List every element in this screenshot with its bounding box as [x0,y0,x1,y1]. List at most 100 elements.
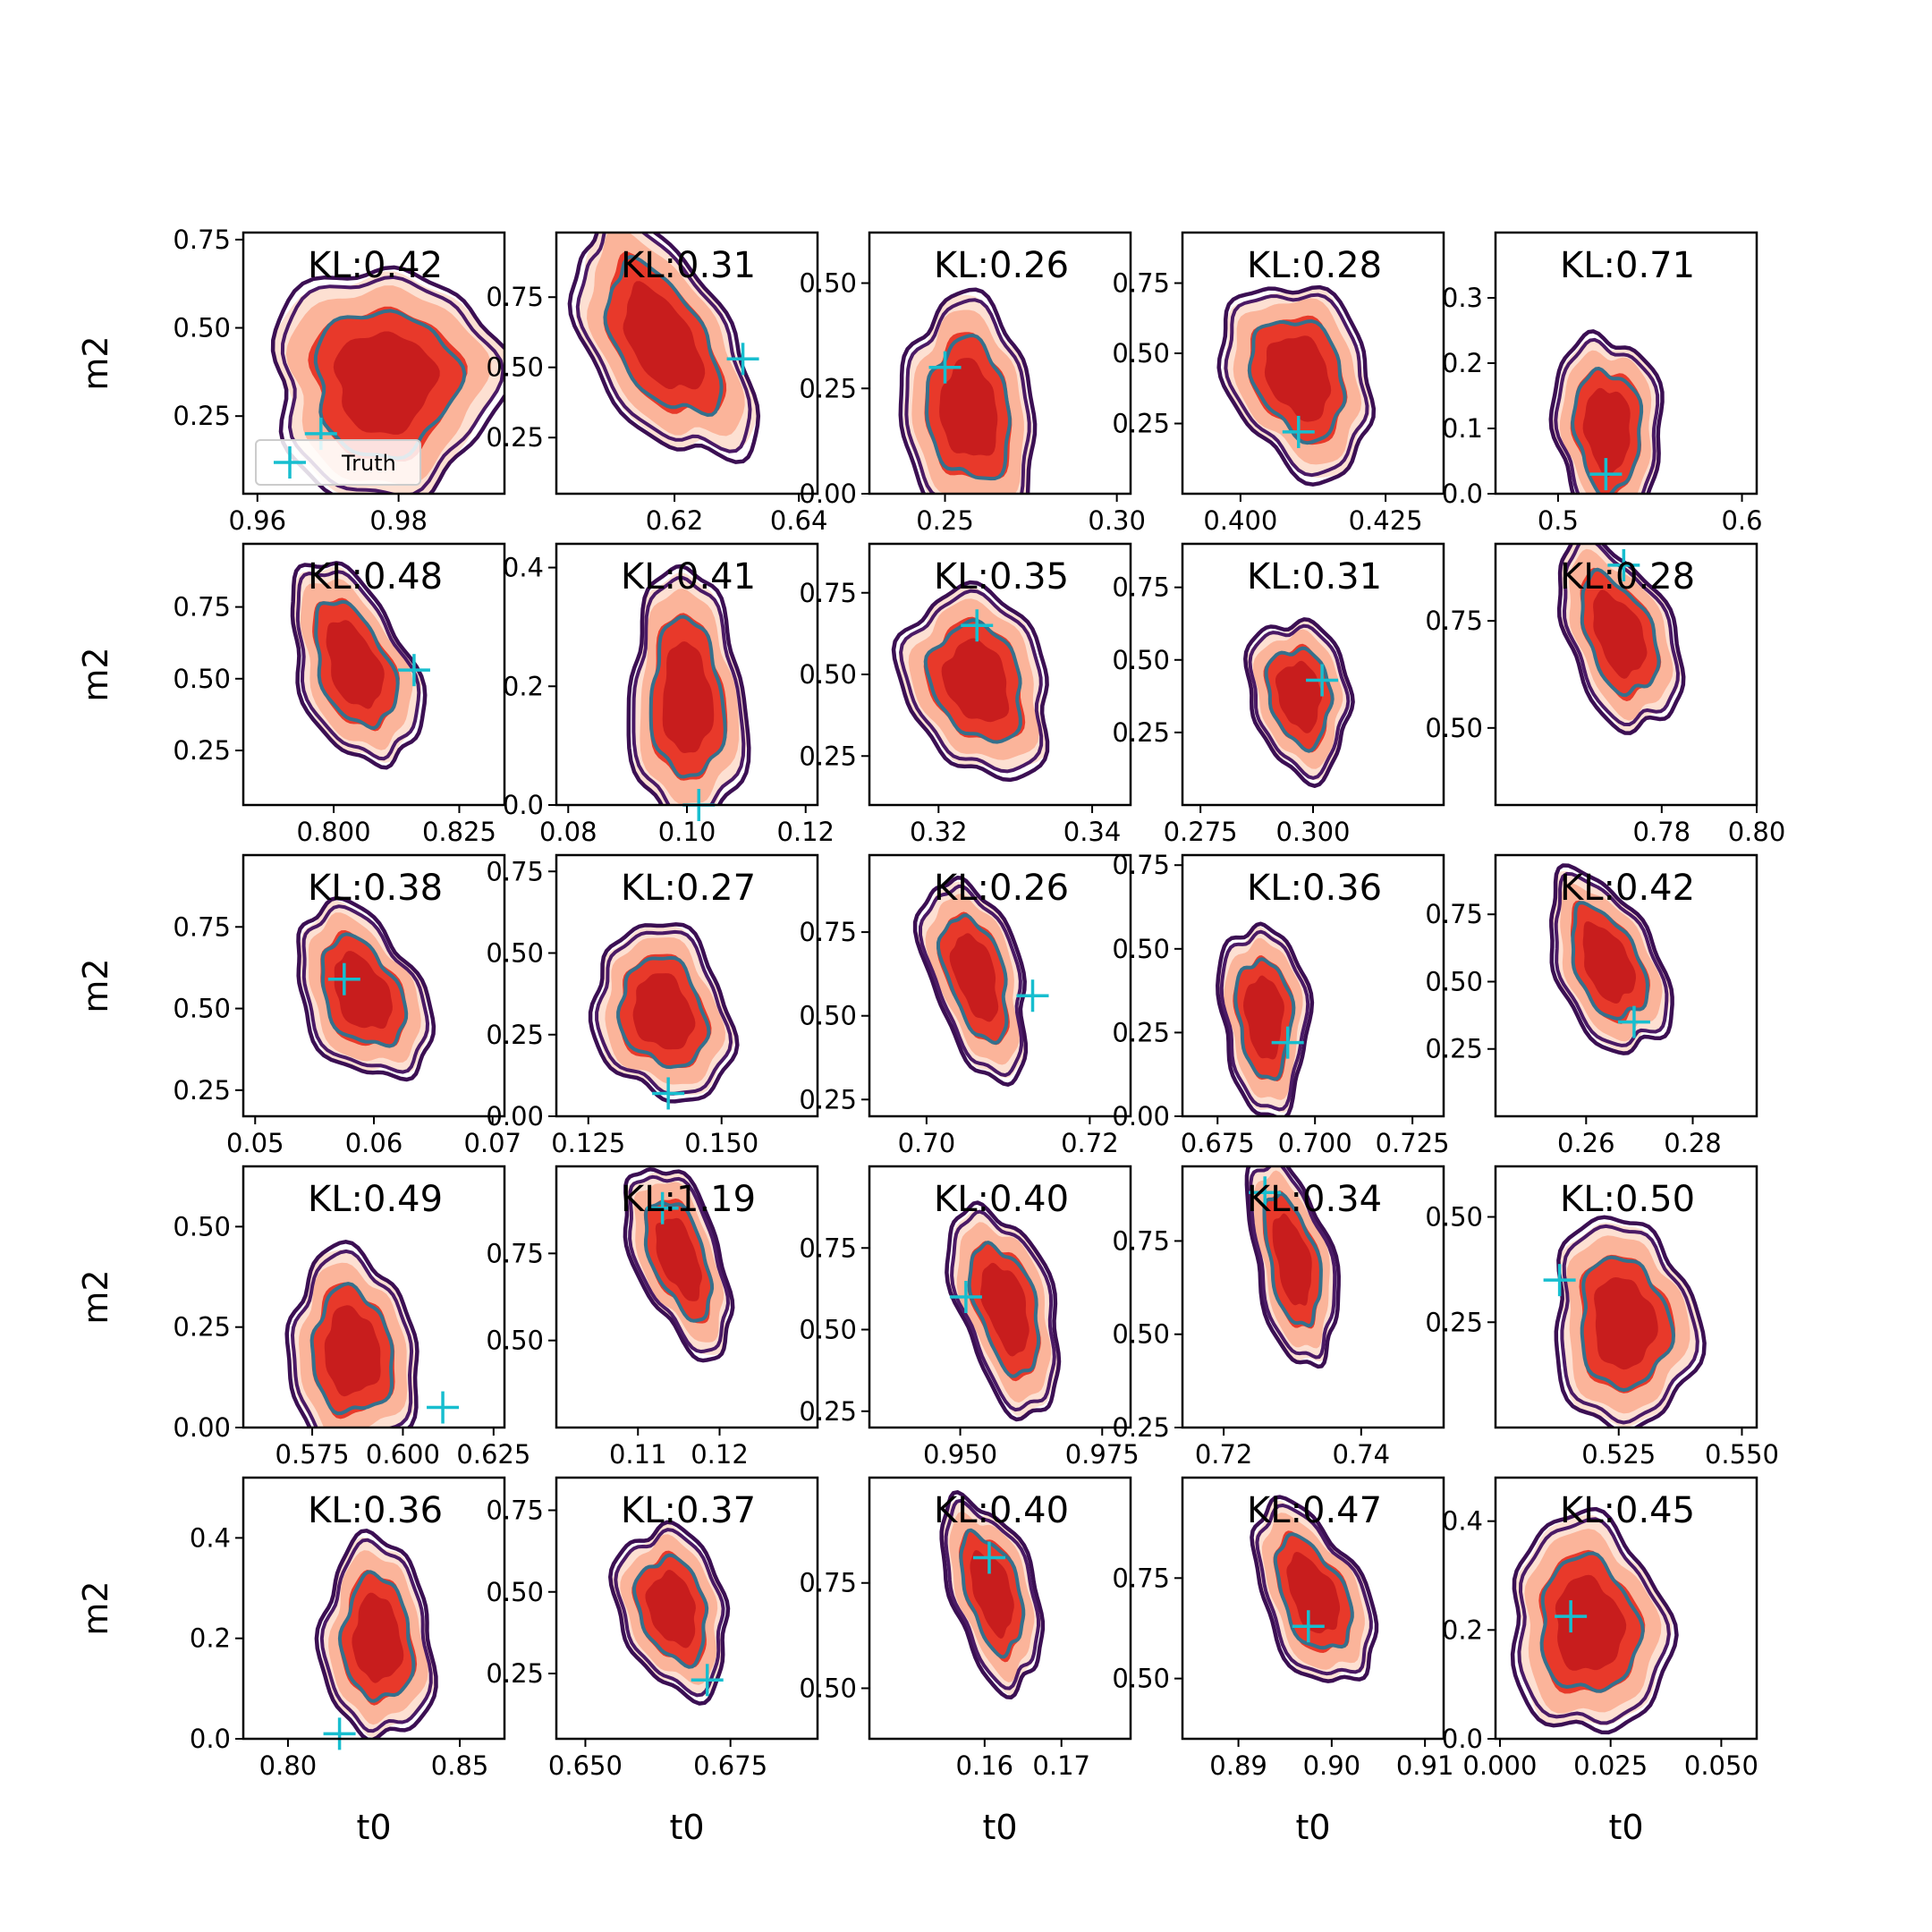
contour-inner [603,255,724,417]
contour-mid [1554,871,1669,1047]
truth-marker [949,1281,982,1313]
x-tick-label: 0.96 [228,505,286,536]
contour-mid [899,589,1044,774]
y-tick-label: 0.50 [1112,338,1170,369]
panel-frame [1494,542,1758,807]
x-tick-label: 0.625 [456,1439,530,1470]
kl-annotation: KL:0.38 [308,868,443,909]
x-tick-label: 0.675 [693,1750,767,1781]
contour-inner [1539,1551,1645,1693]
y-tick-label: 0.0 [1442,479,1483,509]
x-tick-label: 0.600 [366,1439,440,1470]
panel-frame [1181,1165,1445,1429]
x-tick-label: 0.550 [1705,1439,1779,1470]
contour-mid [1554,337,1660,494]
density-fill-core [623,281,706,390]
y-tick-label: 0.25 [173,401,231,431]
y-tick-label: 0.50 [486,938,544,969]
truth-marker [1589,458,1623,491]
legend: Truth [255,439,421,486]
y-tick-label: 0.50 [799,1673,857,1703]
x-axis-label: t0 [982,1808,1017,1847]
contour-inner [616,955,711,1070]
contour-outer [891,580,1050,783]
y-tick-label: 0.50 [799,1315,857,1345]
contour-inner [337,1570,416,1703]
y-tick-label: 0.25 [1425,1307,1483,1337]
panel-4-2: 0.11 0.12 0.50 0.75 KL:1.19 [486,1165,819,1470]
density-fill-core [326,620,385,709]
truth-marker [1617,1005,1650,1038]
contour-inner [1571,901,1649,1021]
y-tick-label: 0.25 [173,1075,231,1106]
y-tick-label: 0.50 [1112,934,1170,964]
contour-outer [1250,1495,1379,1683]
contour-region [588,922,740,1104]
contour-mid [1560,1224,1699,1425]
contour-mid [614,1528,725,1698]
contour-mid [291,1249,414,1428]
panel-frame [1494,853,1758,1118]
contour-outer [567,233,761,464]
x-tick-label: 0.25 [916,505,974,536]
contour-outer [945,1200,1062,1422]
panel-1-5: 0.5 0.6 0.0 0.1 0.2 0.3 KL:0.71 [1442,231,1763,536]
panel-frame [242,542,506,807]
panel-frame [1181,1476,1445,1741]
density-fill-core [1264,335,1332,422]
contour-outer [1243,617,1355,788]
y-tick-label: 0.50 [1425,1202,1483,1233]
y-tick-label: 0.75 [1425,899,1483,929]
panel-1-2: 0.62 0.64 0.25 0.50 0.75 KL:0.31 [486,231,827,536]
panel-5-4: 0.89 0.90 0.91 0.50 0.75 KL:0.47 t0 [1112,1476,1454,1847]
panel-frame [868,1165,1132,1429]
y-tick-label: 0.75 [799,1233,857,1263]
x-tick-label: 0.06 [345,1128,403,1158]
panel-frame [555,1476,819,1741]
panel-4-3: 0.950 0.975 0.25 0.50 0.75 KL:0.40 [799,1165,1140,1470]
truth-marker [323,1717,356,1750]
truth-marker [1555,1600,1588,1633]
density-fill-core [1243,975,1284,1060]
contour-region [898,287,1038,494]
y-tick-label: 0.3 [1442,283,1483,313]
y-tick-label: 0.75 [799,1568,857,1598]
x-tick-label: 0.300 [1275,817,1350,847]
truth-marker [652,1077,685,1110]
contour-region [1250,1495,1379,1683]
density-fill-core [1582,387,1631,478]
panel-3-1: 0.05 0.06 0.07 0.25 0.50 0.75 KL:0.38 m2 [76,853,521,1158]
contour-region [1548,329,1665,494]
y-tick-label: 0.25 [486,1658,544,1689]
kl-annotation: KL:0.36 [308,1490,443,1531]
panel-frame [242,1476,506,1741]
kl-annotation: KL:0.27 [621,868,756,909]
y-tick-label: 0.25 [799,1084,857,1114]
density-fill-core [939,358,998,456]
contour-outer [898,287,1038,494]
contour-outer [939,1490,1046,1700]
contour-outer [284,1240,419,1428]
truth-marker [1543,1264,1576,1297]
truth-marker [726,343,759,376]
x-tick-label: 0.90 [1303,1750,1361,1781]
y-tick-label: 0.75 [1112,1563,1170,1593]
kl-annotation: KL:0.28 [1247,245,1382,286]
x-tick-label: 0.025 [1573,1750,1648,1781]
panel-frame [555,853,819,1118]
x-tick-label: 0.800 [297,817,371,847]
x-tick-label: 0.34 [1063,817,1122,847]
kl-annotation: KL:0.42 [308,245,443,286]
contour-inner [1580,567,1661,698]
contour-inner [1233,957,1296,1081]
y-tick-label: 0.50 [799,268,857,299]
x-tick-label: 0.91 [1396,1750,1454,1781]
contour-outer [296,895,436,1082]
x-tick-label: 0.975 [1065,1439,1140,1470]
y-tick-label: 0.75 [799,917,857,947]
x-axis-label: t0 [356,1808,391,1847]
x-tick-label: 0.050 [1684,1750,1758,1781]
truth-marker [646,1191,679,1224]
contour-region [945,1200,1062,1422]
